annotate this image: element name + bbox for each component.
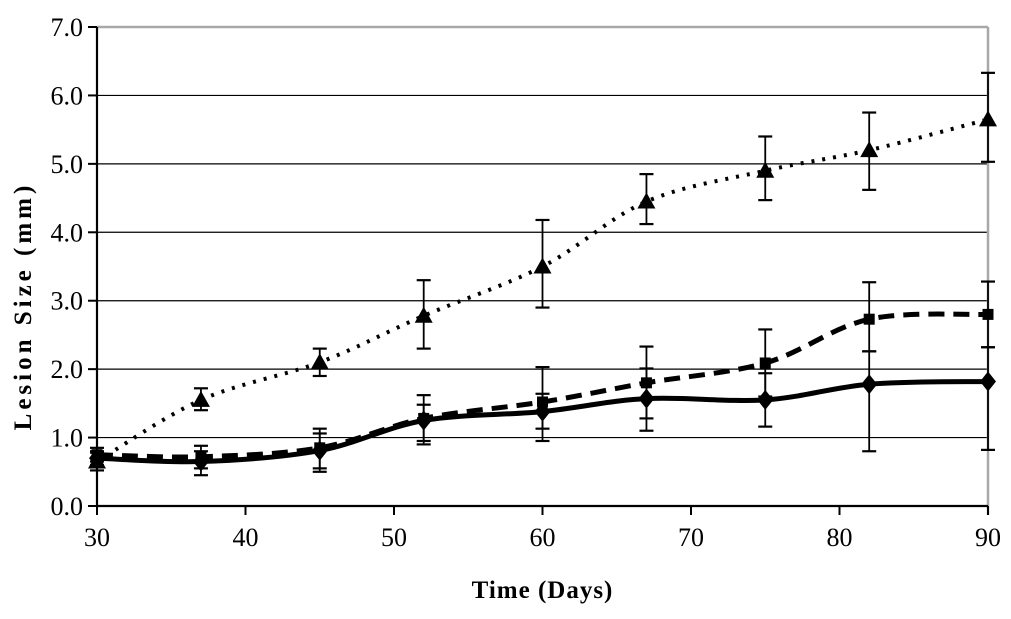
triangle-marker <box>191 390 210 407</box>
x-tick-label: 50 <box>381 523 407 552</box>
y-tick-label: 5.0 <box>51 150 84 179</box>
square-marker <box>640 377 652 389</box>
x-tick-label: 40 <box>233 523 259 552</box>
diamond-marker <box>415 410 432 431</box>
diamond-marker <box>757 389 774 410</box>
x-tick-label: 80 <box>827 523 853 552</box>
triangle-marker <box>310 353 329 370</box>
diamond-marker <box>311 440 328 461</box>
markers-solid-diamond <box>89 371 996 472</box>
x-tick-label: 60 <box>530 523 556 552</box>
triangle-marker <box>414 306 433 323</box>
x-axis-title: Time (Days) <box>471 577 614 604</box>
y-tick-label: 3.0 <box>51 287 84 316</box>
triangle-marker <box>860 141 879 158</box>
y-tick-label: 4.0 <box>51 218 84 247</box>
diamond-marker <box>534 401 551 422</box>
y-tick-label: 1.0 <box>51 424 84 453</box>
diamond-marker <box>980 371 996 392</box>
diamond-marker <box>192 451 209 472</box>
error-bars-dashed-square <box>90 280 995 470</box>
triangle-marker <box>533 257 552 274</box>
square-marker <box>863 313 875 325</box>
y-tick-label: 6.0 <box>51 81 84 110</box>
square-marker <box>982 308 994 320</box>
y-tick-label: 7.0 <box>51 13 84 42</box>
x-tick-label: 70 <box>678 523 704 552</box>
diamond-marker <box>861 374 878 395</box>
diamond-marker <box>638 388 655 409</box>
square-marker <box>759 357 771 369</box>
y-tick-label: 2.0 <box>51 355 84 384</box>
x-tick-label: 90 <box>975 523 1001 552</box>
triangle-marker <box>756 161 775 178</box>
diamond-marker <box>89 448 105 469</box>
triangle-marker <box>979 110 997 127</box>
y-tick-label: 0.0 <box>51 492 84 521</box>
triangle-marker <box>637 192 656 209</box>
x-tick-label: 30 <box>84 523 110 552</box>
y-axis-title: Lesion Size (mm) <box>10 181 37 431</box>
series-line-dotted-triangle <box>95 117 989 464</box>
